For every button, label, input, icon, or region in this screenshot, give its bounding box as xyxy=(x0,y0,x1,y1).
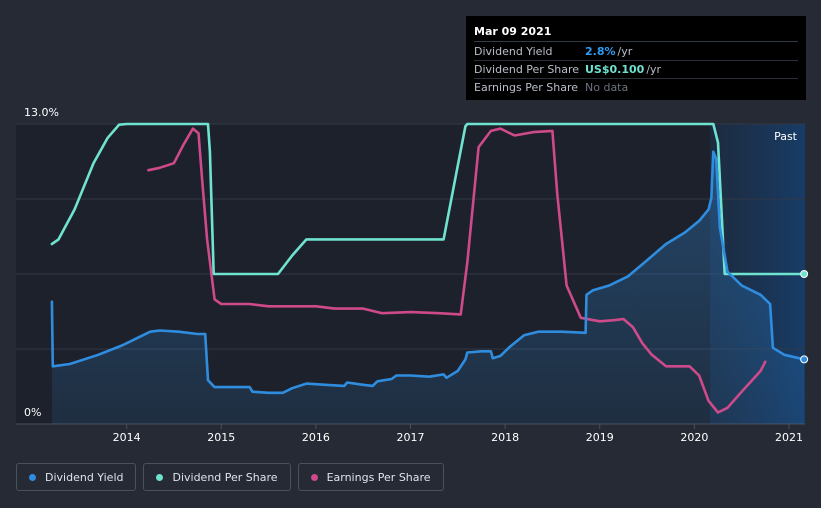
legend-label: Earnings Per Share xyxy=(326,470,431,484)
tooltip-unit: /yr xyxy=(617,45,633,58)
dividend-yield-line xyxy=(50,150,806,395)
legend-item-dividend-yield[interactable]: Dividend Yield xyxy=(16,463,137,491)
dividend-yield-area xyxy=(51,151,805,424)
dividend-yield-endpoint-marker xyxy=(800,355,809,364)
tooltip-label: Dividend Yield xyxy=(474,45,553,58)
tooltip-date: Mar 09 2021 xyxy=(474,25,798,42)
y-axis-bottom-label: 0% xyxy=(24,406,41,419)
endpoint-markers xyxy=(800,270,809,364)
legend-dot-icon xyxy=(156,473,164,481)
area-layer xyxy=(51,151,805,424)
x-tick-label: 2020 xyxy=(680,431,708,444)
x-tick-label: 2018 xyxy=(491,431,519,444)
x-axis-ticks: 2014 2015 2016 2017 2018 2019 2020 2021 xyxy=(113,424,803,444)
tooltip-value: US$0.100 xyxy=(585,63,645,76)
x-tick-label: 2016 xyxy=(302,431,330,444)
legend-label: Dividend Per Share xyxy=(172,470,278,484)
tooltip-label: Earnings Per Share xyxy=(474,81,579,94)
y-axis-top-label: 13.0% xyxy=(24,106,59,119)
series-lines xyxy=(50,122,806,414)
tooltip-row-earnings-per-share: Earnings Per Share No data xyxy=(474,79,798,96)
past-label: Past xyxy=(774,130,798,143)
legend-dot-icon xyxy=(29,473,36,481)
tooltip-value: 2.8% xyxy=(585,45,616,58)
legend-item-earnings-per-share[interactable]: Earnings Per Share xyxy=(297,463,444,491)
tooltip-no-data: No data xyxy=(585,81,629,94)
tooltip-row-dividend-per-share: Dividend Per Share US$0.100 /yr xyxy=(474,61,798,79)
legend-item-dividend-per-share[interactable]: Dividend Per Share xyxy=(143,463,291,491)
x-tick-label: 2019 xyxy=(586,431,614,444)
earnings-per-share-line xyxy=(147,127,767,414)
tooltip-unit: /yr xyxy=(646,63,662,76)
x-tick-label: 2021 xyxy=(775,431,803,444)
tooltip: Mar 09 2021 Dividend Yield 2.8% /yr Divi… xyxy=(466,16,806,100)
tooltip-label: Dividend Per Share xyxy=(474,63,580,76)
dividend-per-share-endpoint-marker xyxy=(800,270,809,278)
x-tick-label: 2015 xyxy=(207,431,235,444)
legend-label: Dividend Yield xyxy=(45,470,124,484)
legend: Dividend Yield Dividend Per Share Earnin… xyxy=(16,463,444,491)
tooltip-row-dividend-yield: Dividend Yield 2.8% /yr xyxy=(474,43,798,61)
legend-dot-icon xyxy=(310,473,318,481)
x-tick-label: 2017 xyxy=(397,431,425,444)
dividend-per-share-line xyxy=(50,122,806,276)
x-tick-label: 2014 xyxy=(113,431,141,444)
